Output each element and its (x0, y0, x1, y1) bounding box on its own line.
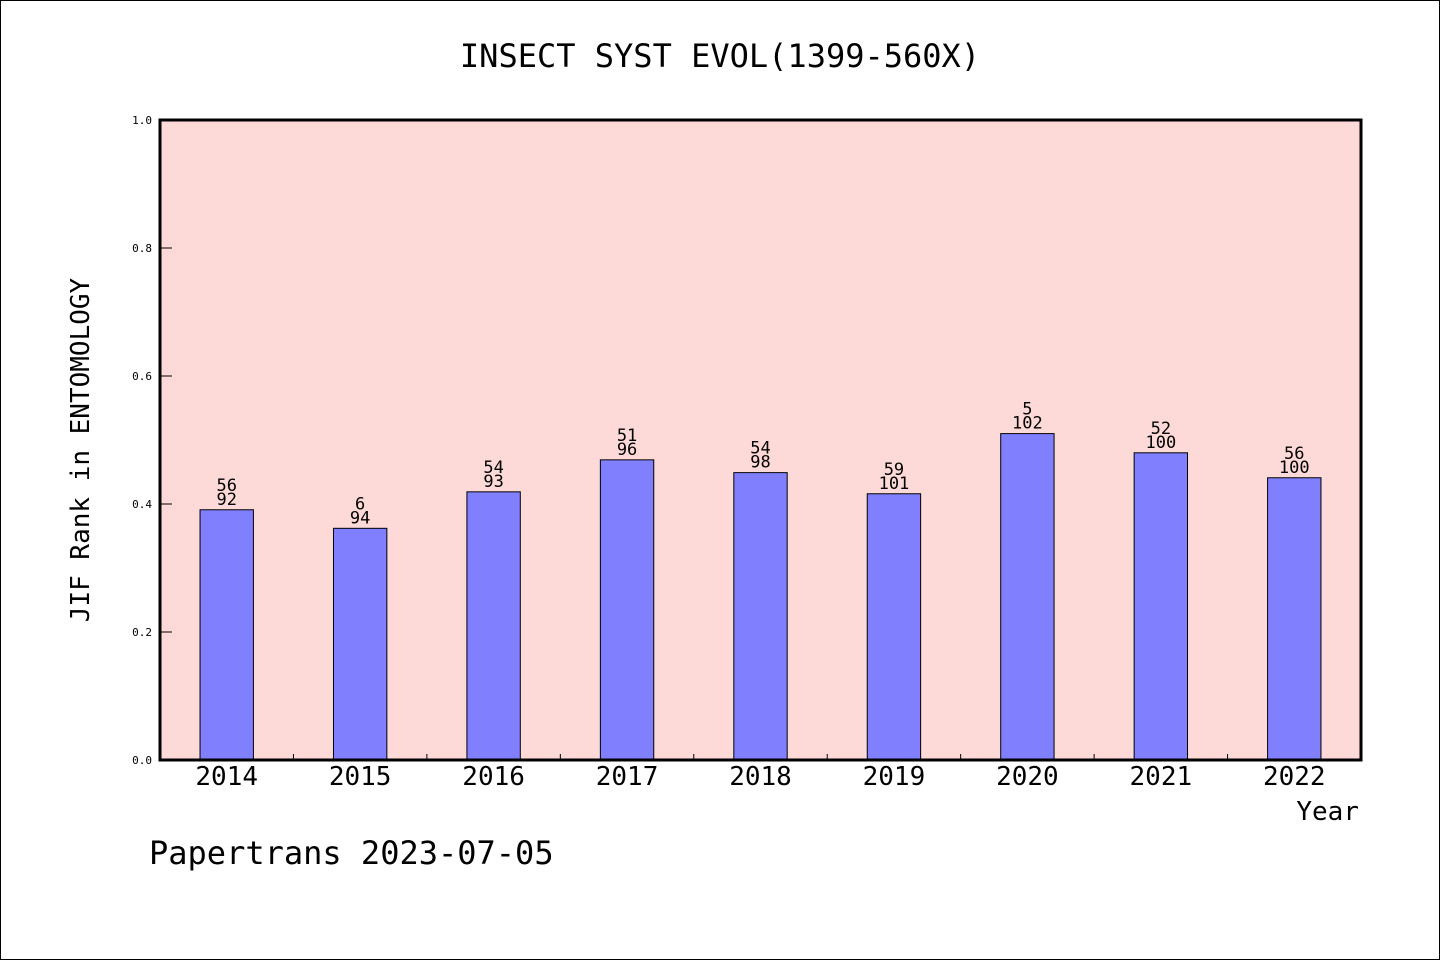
x-tick-label: 2017 (596, 762, 659, 792)
plot-border (158, 118, 1363, 762)
bar-label-rank: 6 (355, 494, 365, 514)
y-axis: 0.0 0.2 0.4 0.6 0.8 1.0 (132, 114, 172, 767)
bar-label-total: 93 (483, 472, 503, 492)
x-tick-label: 2021 (1130, 762, 1193, 792)
bar-2015 (332, 527, 388, 761)
bar-2021 (1133, 452, 1189, 761)
y-tick-label: 1.0 (132, 114, 152, 127)
bar-label-rank: 56 (1284, 444, 1304, 464)
bar-label-total: 96 (617, 440, 637, 460)
bar-label-rank: 59 (884, 460, 904, 480)
bar-label-total: 100 (1145, 433, 1176, 453)
bar-label-rank: 54 (750, 439, 770, 459)
bar-2017 (599, 459, 655, 761)
chart-title: INSECT SYST EVOL(1399-560X) (460, 37, 980, 75)
y-tick-label: 0.2 (132, 626, 152, 639)
bar-2016 (466, 491, 521, 761)
x-tick-label: 2014 (195, 762, 258, 792)
bar-label-rank: 5 (1022, 400, 1032, 420)
y-tick-label: 0.6 (132, 370, 152, 383)
x-tick-label: 2020 (996, 762, 1059, 792)
bar-2019 (866, 493, 922, 761)
y-tick-label: 0.4 (132, 498, 152, 511)
x-tick-label: 2016 (462, 762, 525, 792)
footer-text: Papertrans 2023-07-05 (149, 834, 554, 872)
bar-label-total: 98 (750, 453, 770, 473)
bar-label-total: 92 (216, 490, 236, 510)
bar-label-rank: 52 (1151, 419, 1171, 439)
y-tick-label: 0.0 (132, 754, 152, 767)
y-tick-label: 0.8 (132, 242, 152, 255)
x-tick-label: 2022 (1263, 762, 1326, 792)
x-tick-label: 2015 (329, 762, 392, 792)
x-tick-label: 2019 (863, 762, 926, 792)
x-tick-label: 2018 (729, 762, 792, 792)
bar-2014 (199, 509, 254, 761)
y-axis-label: JIF Rank in ENTOMOLOGY (66, 277, 96, 622)
bar-label-total: 94 (350, 508, 370, 528)
bar-2022 (1267, 477, 1322, 761)
bar-label-total: 100 (1279, 458, 1310, 478)
bar-label-rank: 54 (483, 458, 503, 478)
bar-label-rank: 51 (617, 426, 637, 446)
bar-label-total: 101 (879, 474, 910, 494)
x-axis: 2014 2015 2016 2017 2018 2019 2020 2021 2022 (195, 754, 1326, 792)
x-axis-label: Year (1296, 797, 1359, 827)
bar-2018 (733, 472, 788, 761)
bar-label-rank: 56 (216, 476, 236, 496)
bar-2020 (1000, 433, 1055, 761)
bar-label-total: 102 (1012, 414, 1043, 434)
